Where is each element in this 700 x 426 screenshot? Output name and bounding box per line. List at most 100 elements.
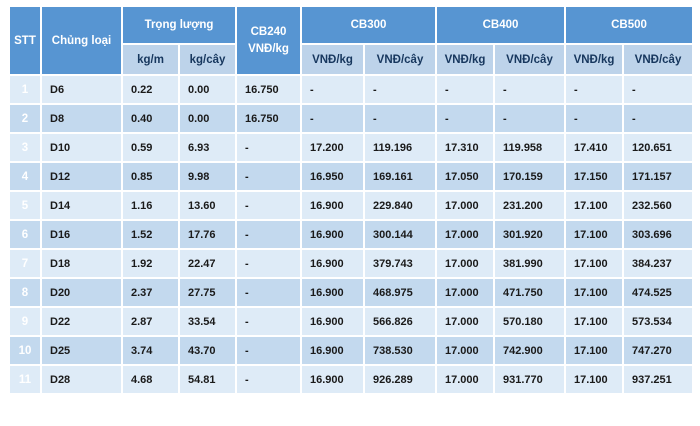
value-cell: - [363,74,438,105]
value-cell: 0.00 [177,103,238,134]
value-cell: 0.85 [121,161,180,192]
stt-cell: 1 [8,74,42,105]
value-cell: - [564,103,625,134]
value-cell: - [564,74,625,105]
value-cell: 17.050 [435,161,496,192]
type-cell: D6 [40,74,123,105]
value-cell: 16.900 [300,219,366,250]
table-row: 6 D16 1.52 17.76-16.900 300.144 17.000 301.920… [8,219,695,250]
value-cell: - [235,248,303,279]
value-cell: 16.750 [235,103,303,134]
header-cb240-label: CB240 [250,25,287,38]
type-cell: D28 [40,364,123,395]
value-cell: 54.81 [177,364,238,395]
value-cell: 16.900 [300,306,366,337]
value-cell: - [435,74,496,105]
subheader-cb300-vnd-cay: VNĐ/cây [363,43,438,76]
value-cell: 17.410 [564,132,625,163]
value-cell: 17.000 [435,219,496,250]
value-cell: 17.200 [300,132,366,163]
value-cell: 0.22 [121,74,180,105]
table-row: 2 D8 0.40 0.00 16.750- - - - - - [8,103,695,134]
value-cell: 13.60 [177,190,238,221]
value-cell: - [435,103,496,134]
value-cell: 2.87 [121,306,180,337]
table-row: 11 D28 4.68 54.81-16.900 926.289 17.000 931.77… [8,364,695,395]
value-cell: 17.100 [564,219,625,250]
stt-cell: 10 [8,335,42,366]
value-cell: 171.157 [622,161,695,192]
value-cell: 2.37 [121,277,180,308]
type-cell: D22 [40,306,123,337]
value-cell: 0.40 [121,103,180,134]
value-cell: 17.000 [435,248,496,279]
value-cell: 0.00 [177,74,238,105]
value-cell: 17.000 [435,277,496,308]
value-cell: - [235,132,303,163]
value-cell: 468.975 [363,277,438,308]
value-cell: 17.100 [564,277,625,308]
value-cell: 16.900 [300,335,366,366]
type-cell: D12 [40,161,123,192]
subheader-cb500-vnd-kg: VNĐ/kg [564,43,625,76]
subheader-cb300-vnd-kg: VNĐ/kg [300,43,366,76]
value-cell: 381.990 [493,248,567,279]
value-cell: 27.75 [177,277,238,308]
value-cell: 119.958 [493,132,567,163]
value-cell: - [235,306,303,337]
stt-cell: 4 [8,161,42,192]
value-cell: - [235,364,303,395]
type-cell: D10 [40,132,123,163]
steel-price-table: STT Chủng loại Trọng lượng CB240 VNĐ/kg … [8,5,695,395]
value-cell: 120.651 [622,132,695,163]
value-cell: - [363,103,438,134]
stt-cell: 7 [8,248,42,279]
table-row: 4 D12 0.85 9.98-16.950 169.161 17.050 170.159 1… [8,161,695,192]
header-trong-luong: Trọng lượng [120,5,238,45]
header-cb240: CB240 VNĐ/kg [235,5,303,76]
stt-cell: 6 [8,219,42,250]
value-cell: 119.196 [363,132,438,163]
value-cell: 17.100 [564,364,625,395]
type-cell: D20 [40,277,123,308]
subheader-cb400-vnd-kg: VNĐ/kg [435,43,496,76]
header-cb240-unit: VNĐ/kg [248,42,289,55]
table-body: 1 D6 0.22 0.00 16.750- - - - - -2 D8 0.40 0.00 16.750… [8,74,695,395]
table-row: 3 D10 0.59 6.93-17.200 119.196 17.310 119.958 1… [8,132,695,163]
value-cell: 566.826 [363,306,438,337]
value-cell: 22.47 [177,248,238,279]
page: STT Chủng loại Trọng lượng CB240 VNĐ/kg … [8,5,695,395]
value-cell: 17.000 [435,335,496,366]
value-cell: 931.770 [493,364,567,395]
value-cell: 742.900 [493,335,567,366]
stt-cell: 9 [8,306,42,337]
header-cb300: CB300 [300,5,438,45]
value-cell: 17.000 [435,190,496,221]
value-cell: - [493,103,567,134]
value-cell: 17.310 [435,132,496,163]
value-cell: 1.16 [121,190,180,221]
type-cell: D18 [40,248,123,279]
value-cell: 4.68 [121,364,180,395]
value-cell: 9.98 [177,161,238,192]
value-cell: - [235,219,303,250]
subheader-cb400-vnd-cay: VNĐ/cây [493,43,567,76]
value-cell: 379.743 [363,248,438,279]
value-cell: 17.150 [564,161,625,192]
stt-cell: 11 [8,364,42,395]
table-row: 10 D25 3.74 43.70-16.900 738.530 17.000 742.90… [8,335,695,366]
subheader-kg-cay: kg/cây [177,43,238,76]
value-cell: 300.144 [363,219,438,250]
value-cell: - [235,190,303,221]
value-cell: 474.525 [622,277,695,308]
value-cell: 17.100 [564,335,625,366]
value-cell: 17.100 [564,306,625,337]
type-cell: D14 [40,190,123,221]
header-cb500: CB500 [564,5,695,45]
value-cell: 169.161 [363,161,438,192]
value-cell: 747.270 [622,335,695,366]
value-cell: 303.696 [622,219,695,250]
value-cell: 17.100 [564,190,625,221]
stt-cell: 3 [8,132,42,163]
value-cell: 937.251 [622,364,695,395]
